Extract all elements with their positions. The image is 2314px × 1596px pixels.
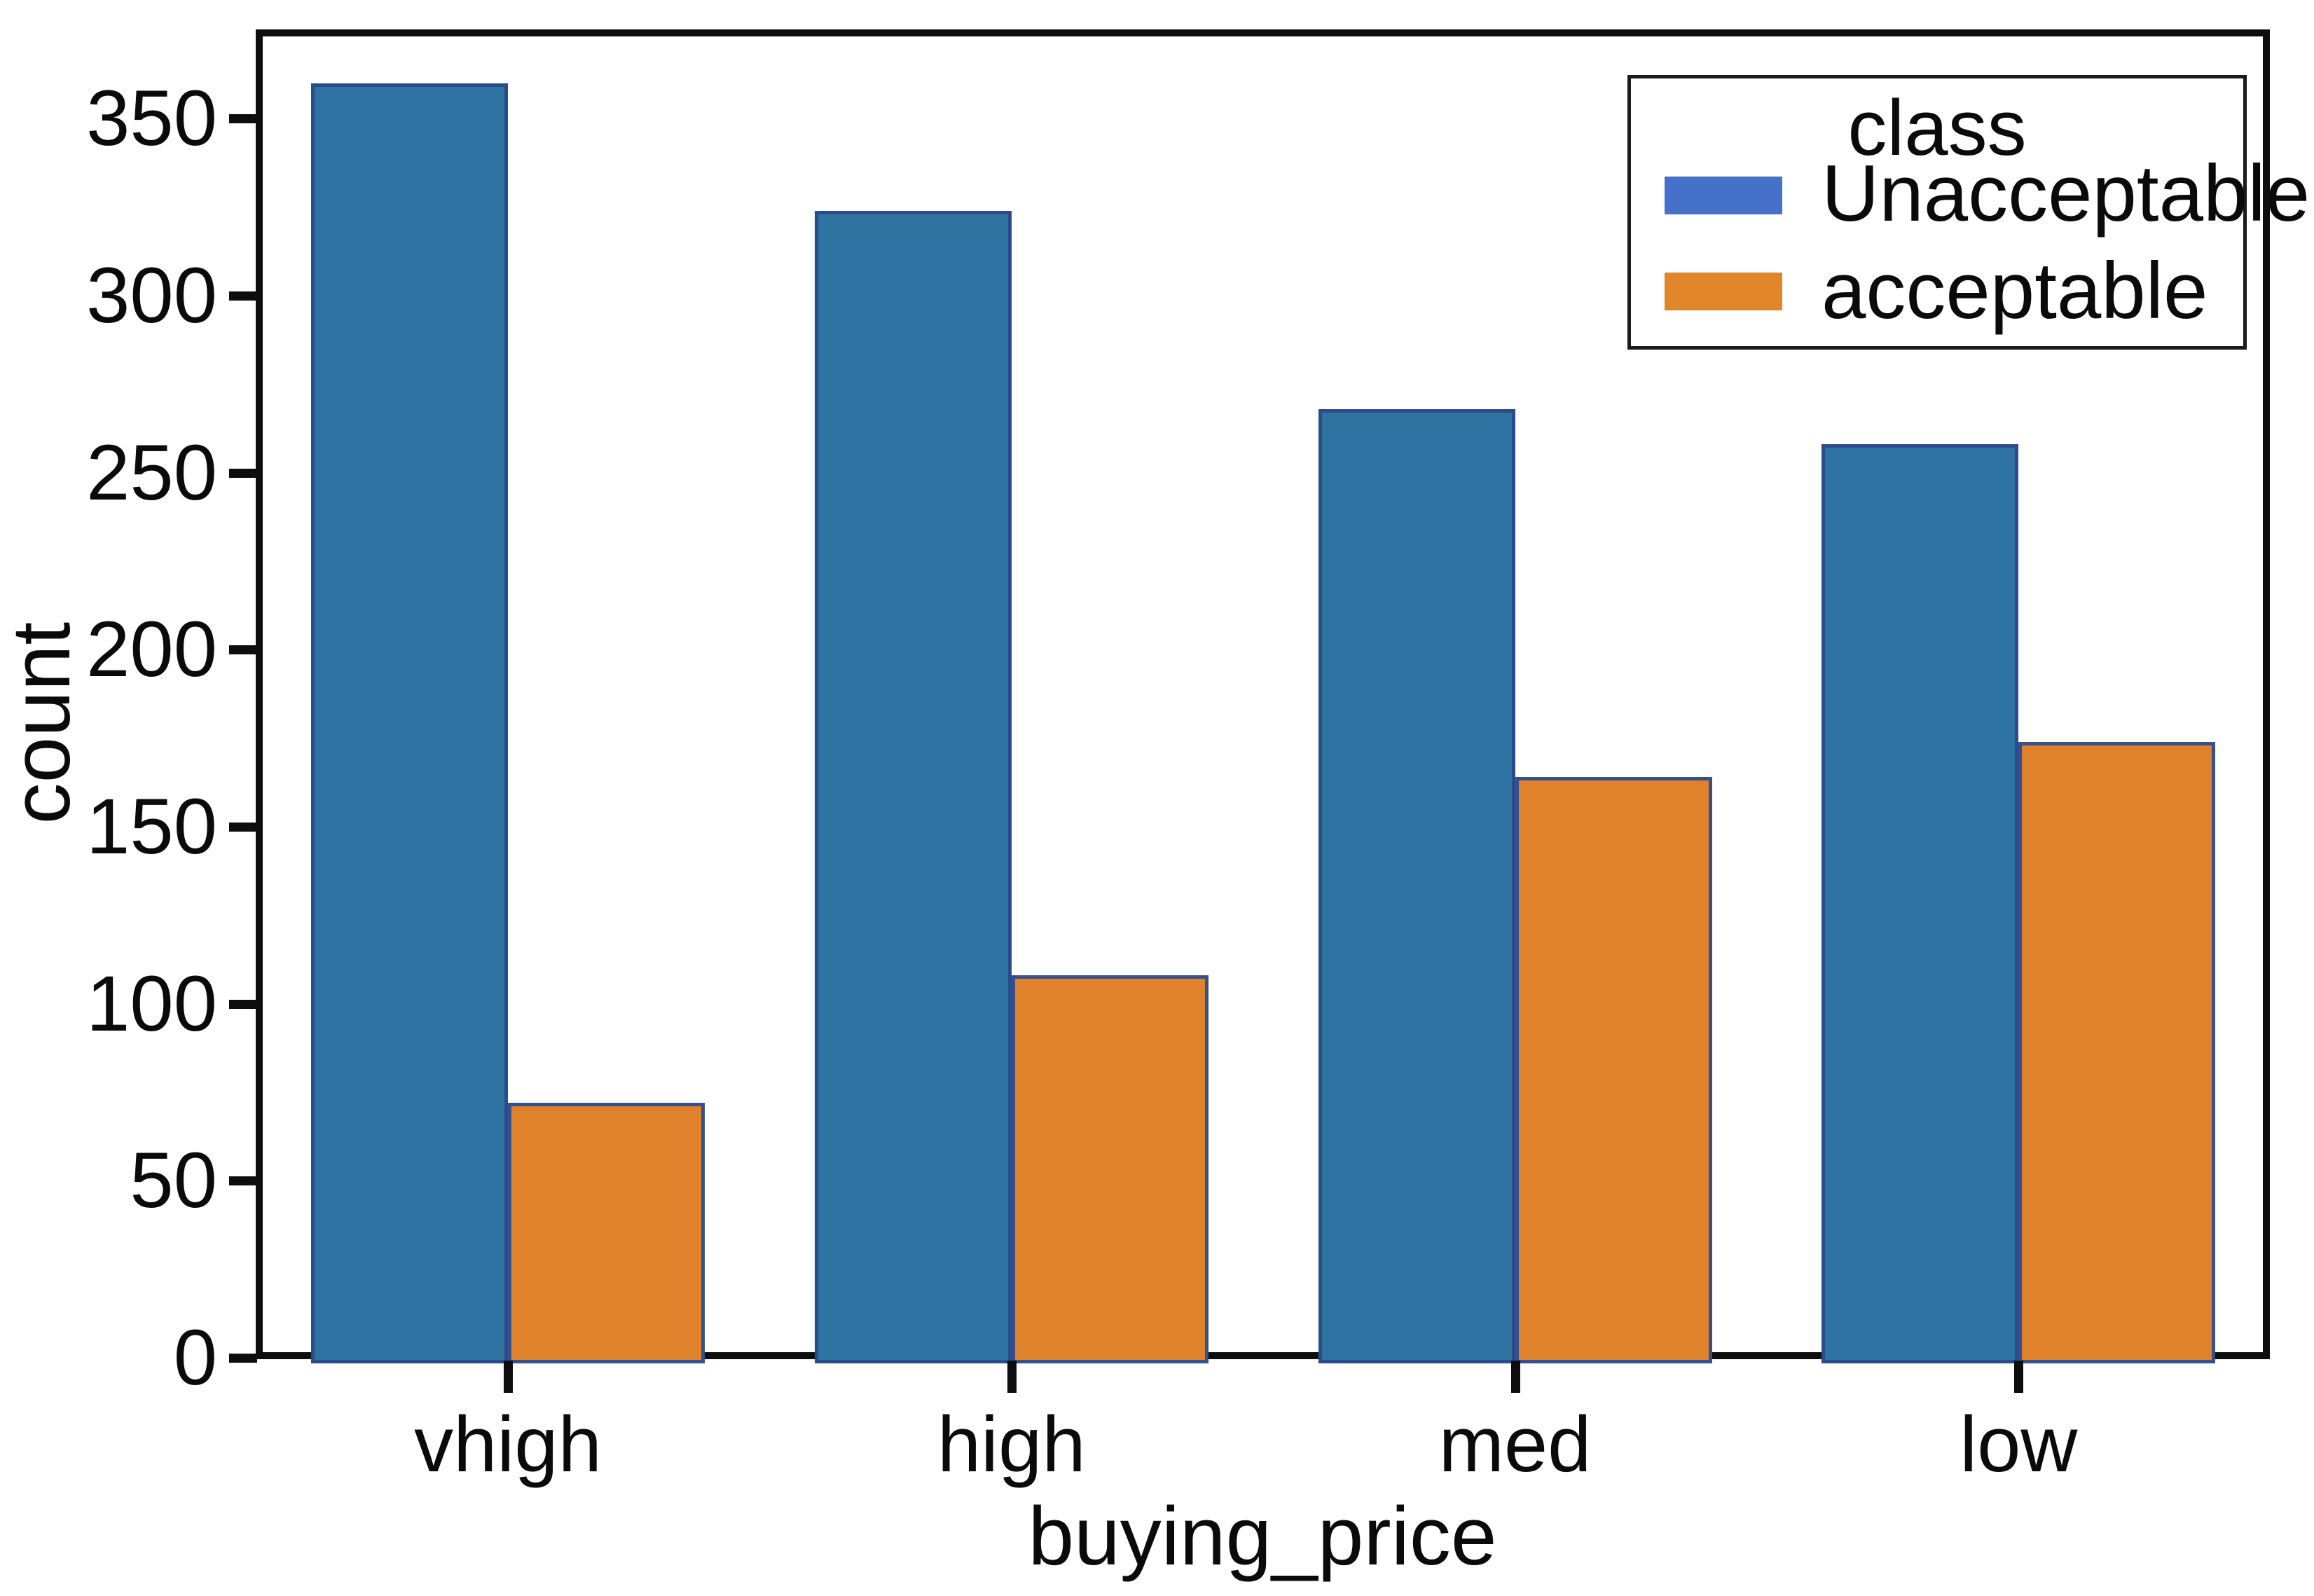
y-axis-title: count (0, 621, 88, 825)
y-tick-label: 250 (86, 428, 217, 516)
legend-label-acceptable: acceptable (1821, 247, 2208, 336)
x-tick-mark (504, 1361, 513, 1393)
y-tick-label: 200 (86, 605, 217, 694)
y-tick-label: 50 (130, 1136, 217, 1225)
bar-acceptable-vhigh (508, 1103, 705, 1363)
x-tick-mark (1007, 1361, 1017, 1393)
x-tick-label-med: med (1438, 1401, 1592, 1488)
bar-unacceptable-med (1318, 408, 1515, 1363)
x-axis-title: buying_price (1028, 1490, 1497, 1583)
bar-acceptable-low (2018, 741, 2216, 1363)
x-tick-mark (1510, 1361, 1520, 1393)
y-tick-mark (229, 645, 257, 655)
y-tick-label: 0 (173, 1314, 217, 1401)
bar-acceptable-high (1011, 975, 1208, 1363)
x-tick-label-high: high (937, 1401, 1086, 1488)
y-tick-mark (229, 468, 257, 478)
x-tick-label-low: low (1960, 1401, 2078, 1488)
y-tick-mark (229, 114, 257, 124)
y-tick-mark (229, 822, 257, 832)
y-tick-label: 150 (86, 782, 217, 870)
y-tick-mark (229, 1176, 257, 1186)
x-tick-label-vhigh: vhigh (414, 1401, 602, 1488)
legend-title: class (1847, 84, 2027, 172)
y-tick-label: 350 (86, 74, 217, 163)
legend-swatch-unacceptable (1665, 177, 1782, 214)
y-tick-label: 100 (86, 959, 217, 1047)
y-tick-mark (229, 1354, 257, 1363)
x-tick-mark (2014, 1361, 2024, 1393)
bar-unacceptable-low (1821, 444, 2019, 1363)
y-tick-mark (229, 291, 257, 301)
legend-label-unacceptable: Unacceptable (1821, 149, 2310, 238)
legend-box: class Unacceptable acceptable (1627, 75, 2310, 350)
bar-unacceptable-high (814, 210, 1012, 1363)
y-tick-mark (229, 999, 257, 1009)
bar-acceptable-med (1515, 777, 1712, 1363)
y-tick-label: 300 (86, 251, 217, 339)
legend-swatch-acceptable (1665, 273, 1782, 310)
bar-unacceptable-vhigh (311, 83, 508, 1363)
